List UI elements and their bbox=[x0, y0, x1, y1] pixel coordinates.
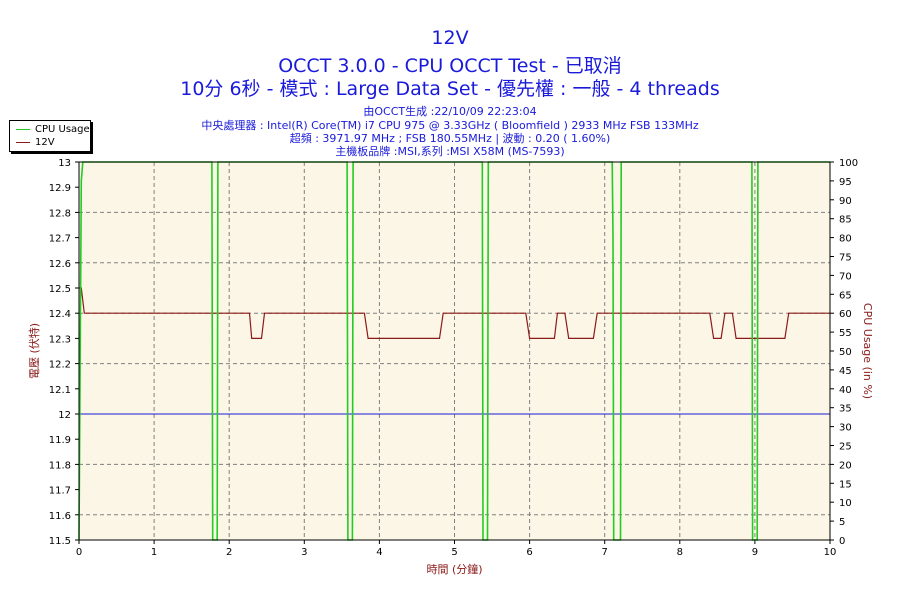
y-tick-label: 13 bbox=[58, 158, 71, 169]
legend-label-cpu-usage: CPU Usage bbox=[35, 124, 90, 135]
y2-tick-label: 85 bbox=[839, 215, 852, 226]
y2-tick-label: 5 bbox=[839, 517, 845, 528]
x-tick-label: 7 bbox=[602, 547, 608, 558]
y-tick-label: 11.7 bbox=[49, 486, 71, 497]
legend-swatch-12v bbox=[16, 142, 30, 143]
legend-swatch-cpu-usage bbox=[16, 129, 30, 130]
y2-tick-label: 15 bbox=[839, 479, 852, 490]
x-tick-label: 9 bbox=[752, 547, 758, 558]
legend-label-12v: 12V bbox=[35, 137, 55, 148]
info-generated: 由OCCT生成 :22/10/09 22:23:04 bbox=[363, 105, 537, 118]
y-tick-label: 12.2 bbox=[49, 360, 71, 371]
info-overclock: 超頻 : 3971.97 MHz ; FSB 180.55MHz | 波動 : … bbox=[289, 132, 611, 145]
x-tick-label: 5 bbox=[451, 547, 457, 558]
info-cpu: 中央處理器 : Intel(R) Core(TM) i7 CPU 975 @ 3… bbox=[201, 119, 699, 132]
chart-subtitle: OCCT 3.0.0 - CPU OCCT Test - 已取消 bbox=[278, 55, 622, 77]
x-axis-label: 時間 (分鐘) bbox=[426, 562, 482, 576]
x-tick-label: 8 bbox=[677, 547, 683, 558]
y2-tick-label: 0 bbox=[839, 536, 845, 547]
y-tick-label: 12.6 bbox=[49, 259, 71, 270]
y2-tick-label: 35 bbox=[839, 404, 852, 415]
y-tick-label: 11.5 bbox=[49, 536, 71, 547]
x-tick-label: 10 bbox=[824, 547, 837, 558]
y-tick-label: 11.9 bbox=[49, 435, 71, 446]
y2-tick-label: 10 bbox=[839, 498, 852, 509]
y-tick-label: 12.1 bbox=[49, 385, 71, 396]
y-tick-label: 11.8 bbox=[49, 460, 71, 471]
info-motherboard: 主機板品牌 :MSI,系列 :MSI X58M (MS-7593) bbox=[335, 145, 565, 158]
y2-tick-label: 55 bbox=[839, 328, 852, 339]
y-tick-label: 11.6 bbox=[49, 511, 71, 522]
y2-tick-label: 25 bbox=[839, 442, 852, 453]
y2-tick-label: 30 bbox=[839, 423, 852, 434]
chart-title: 12V bbox=[431, 27, 469, 49]
y2-axis-label: CPU Usage (in %) bbox=[861, 303, 874, 399]
chart-legend: CPU Usage 12V bbox=[9, 120, 91, 152]
y-tick-label: 12.3 bbox=[49, 334, 71, 345]
y2-tick-label: 45 bbox=[839, 366, 852, 377]
y-tick-label: 12.7 bbox=[49, 234, 71, 245]
x-tick-label: 1 bbox=[151, 547, 157, 558]
y2-tick-label: 80 bbox=[839, 234, 852, 245]
y2-tick-label: 95 bbox=[839, 177, 852, 188]
series-line-12v bbox=[79, 287, 830, 339]
y-axis-label: 電壓 (伏特) bbox=[27, 323, 41, 379]
y2-tick-label: 75 bbox=[839, 253, 852, 264]
x-tick-label: 6 bbox=[526, 547, 532, 558]
y2-tick-label: 90 bbox=[839, 196, 852, 207]
y-tick-label: 12.9 bbox=[49, 183, 71, 194]
y-tick-label: 12 bbox=[58, 410, 71, 421]
y-tick-label: 12.5 bbox=[49, 284, 71, 295]
y2-tick-label: 70 bbox=[839, 271, 852, 282]
x-tick-label: 4 bbox=[376, 547, 382, 558]
legend-item-cpu-usage: CPU Usage bbox=[16, 123, 90, 136]
y2-tick-label: 20 bbox=[839, 460, 852, 471]
y2-tick-label: 100 bbox=[839, 158, 858, 169]
plot-frame bbox=[78, 161, 831, 541]
x-tick-label: 0 bbox=[76, 547, 82, 558]
y-tick-label: 12.8 bbox=[49, 208, 71, 219]
y2-tick-label: 60 bbox=[839, 309, 852, 320]
y2-tick-label: 65 bbox=[839, 290, 852, 301]
x-tick-label: 3 bbox=[301, 547, 307, 558]
x-tick-label: 2 bbox=[226, 547, 232, 558]
chart-subtitle-2: 10分 6秒 - 模式 : Large Data Set - 優先權 : 一般 … bbox=[180, 78, 720, 100]
y2-tick-label: 50 bbox=[839, 347, 852, 358]
y2-tick-label: 40 bbox=[839, 385, 852, 396]
legend-item-12v: 12V bbox=[16, 136, 55, 149]
y-tick-label: 12.4 bbox=[49, 309, 71, 320]
